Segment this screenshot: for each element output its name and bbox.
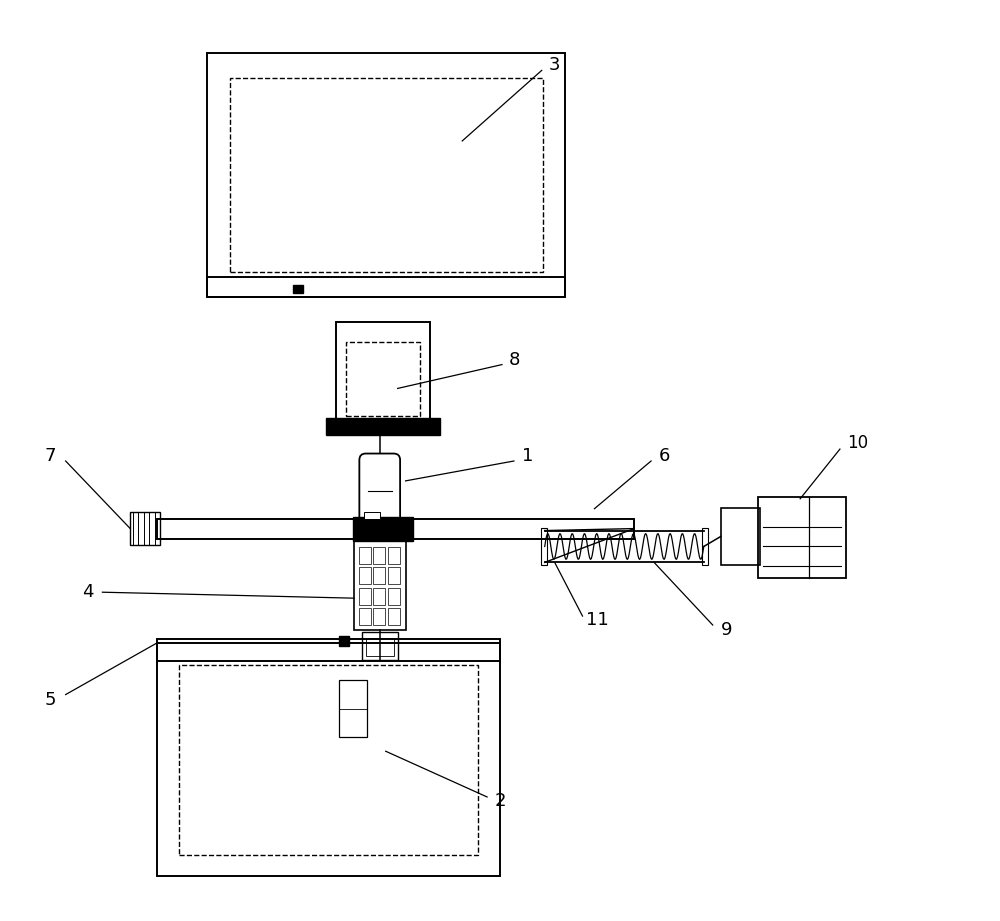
Bar (339, 680, 367, 738)
Bar (359, 547, 371, 564)
Bar (293, 286, 303, 293)
Text: 6: 6 (658, 447, 670, 465)
Text: 4: 4 (82, 583, 93, 601)
Text: 10: 10 (847, 434, 868, 452)
Text: 1: 1 (522, 447, 534, 465)
Text: 11: 11 (586, 611, 609, 629)
FancyBboxPatch shape (359, 453, 400, 528)
Bar (157, 519, 634, 539)
Bar (157, 643, 500, 877)
Bar (130, 512, 160, 545)
Bar (157, 639, 500, 660)
Text: 7: 7 (45, 447, 56, 465)
Text: 3: 3 (549, 56, 560, 75)
Bar (353, 517, 413, 541)
Bar (541, 528, 547, 565)
Bar (388, 608, 400, 625)
Text: 5: 5 (45, 691, 56, 708)
Bar (721, 507, 760, 565)
Bar (388, 547, 400, 564)
Bar (336, 321, 430, 431)
Bar (758, 496, 846, 578)
Bar (362, 632, 398, 659)
Bar (207, 53, 565, 297)
Bar (230, 78, 543, 272)
Bar (326, 418, 440, 435)
Bar (373, 588, 385, 604)
Bar (339, 635, 349, 646)
Text: 2: 2 (494, 792, 506, 810)
Bar (388, 567, 400, 584)
Bar (366, 638, 394, 656)
Bar (388, 588, 400, 604)
Bar (702, 528, 708, 565)
Bar (359, 588, 371, 604)
Bar (373, 547, 385, 564)
Text: 9: 9 (721, 621, 732, 639)
Bar (179, 665, 478, 855)
Bar (359, 567, 371, 584)
Bar (373, 608, 385, 625)
Bar (359, 608, 371, 625)
Bar (346, 342, 420, 416)
Bar (207, 277, 565, 297)
Text: 8: 8 (509, 351, 521, 368)
Bar (373, 567, 385, 584)
Bar (364, 512, 380, 519)
Bar (354, 539, 406, 630)
